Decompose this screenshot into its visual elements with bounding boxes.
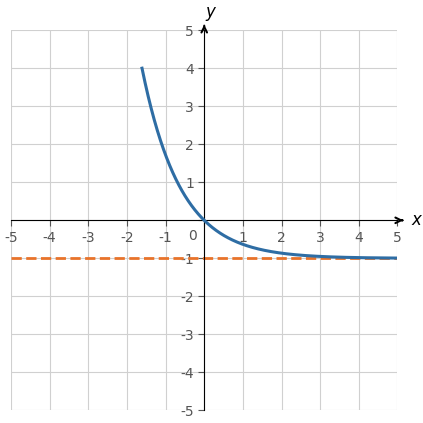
Text: 0: 0 bbox=[189, 229, 197, 243]
Text: x: x bbox=[411, 212, 421, 229]
Text: y: y bbox=[205, 3, 215, 21]
